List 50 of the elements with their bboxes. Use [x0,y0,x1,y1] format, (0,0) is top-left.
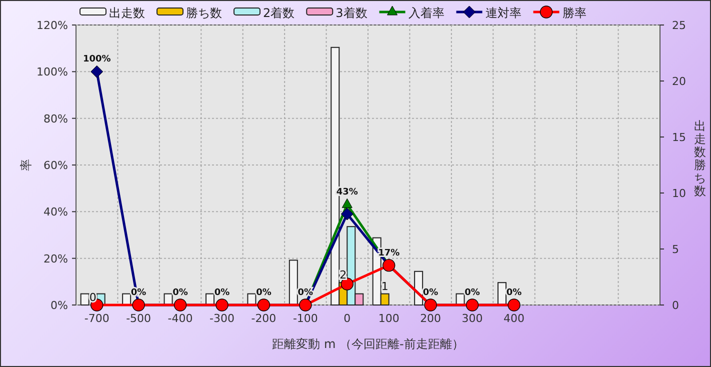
y-axis-title: 率 [19,159,33,171]
y-tick-label: 40% [44,206,68,219]
bar [498,282,506,306]
y2-tick-label: 15 [672,131,686,144]
y2-tick-label: 20 [672,75,686,88]
x-tick-label: -300 [210,312,234,325]
y2-tick-label: 10 [672,187,686,200]
data-label: 100% [82,54,111,65]
legend-label: 入着率 [408,6,444,20]
y2-axis-title: 出走数勝ち数 [694,119,706,198]
point [90,65,104,78]
bar [80,293,90,306]
data-label: 0% [256,288,272,298]
x-tick-label: 0 [344,312,351,325]
y-tick-label: 120% [36,19,68,32]
x-tick-label: -100 [292,312,318,325]
x-tick-label: -500 [126,312,152,325]
x-tick-label: -200 [251,312,276,325]
point [340,278,354,290]
y-tick-label: 100% [36,66,68,79]
x-tick-label: 100 [378,312,400,325]
data-label: 1 [381,280,388,293]
y-tick-label: 20% [44,252,68,266]
data-label: 0% [214,288,230,298]
x-axis-title: 距離変動 m （今回距離-前走距離） [272,337,464,351]
y2-tick-label: 0 [672,299,679,312]
legend-label: 出走数 [109,6,145,20]
y2-tick-label: 5 [672,243,679,256]
x-tick-label: -700 [84,312,110,325]
y-tick-label: 60% [44,159,68,172]
legend-label: 勝ち数 [186,6,222,20]
point [340,208,354,220]
data-label: 0% [464,288,480,298]
x-tick-label: -400 [168,312,193,325]
legend-label: 勝率 [562,6,586,20]
bar [288,260,298,306]
y-tick-label: 80% [44,112,68,126]
legend-label: 3着数 [336,6,368,20]
y2-tick-label: 25 [672,19,686,32]
x-tick-label: 400 [504,312,524,325]
x-tick-label: 200 [420,312,442,325]
data-label: 2 [340,268,347,282]
legend-label: 2着数 [263,6,295,20]
x-tick-label: 300 [462,312,483,325]
data-label: 0% [172,288,188,298]
legend-label: 連対率 [485,6,522,20]
data-label: 0% [422,288,438,298]
y-tick-label: 0% [50,299,68,312]
data-label: 0 [89,291,96,304]
data-label: 0% [506,288,522,298]
